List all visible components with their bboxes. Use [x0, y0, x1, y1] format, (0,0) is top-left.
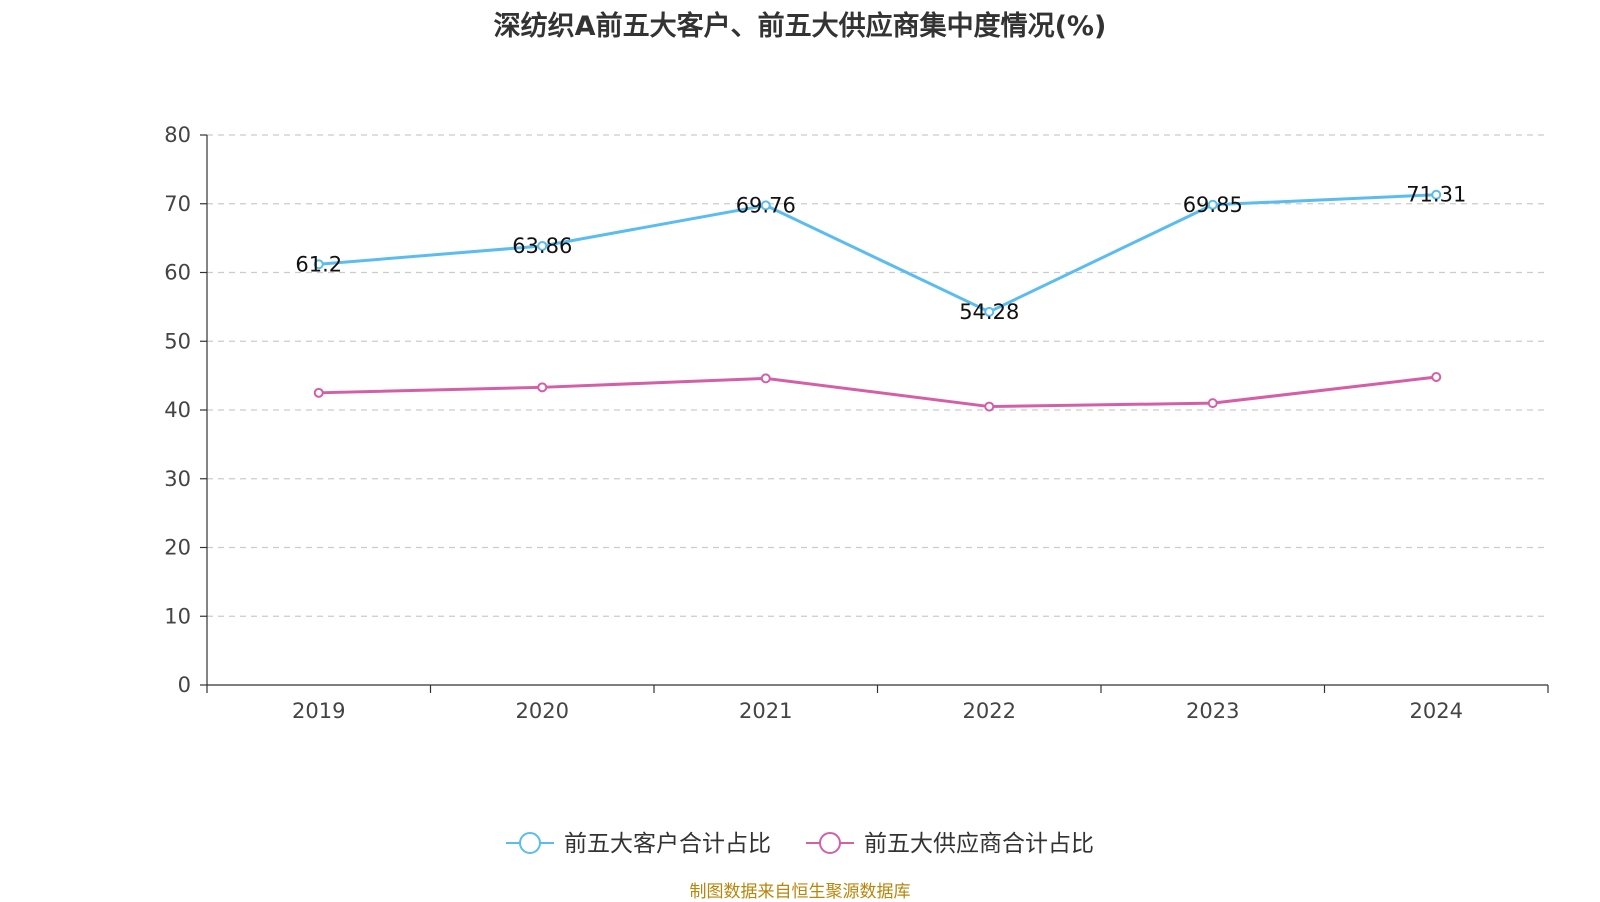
x-tick-label: 2020 [516, 699, 569, 723]
x-tick-label: 2019 [292, 699, 345, 723]
chart-title: 深纺织A前五大客户、前五大供应商集中度情况(%) [493, 11, 1107, 42]
data-point [1207, 199, 1218, 210]
legend-label: 前五大客户合计占比 [564, 831, 771, 857]
x-tick-label: 2024 [1410, 699, 1463, 723]
data-label: 61.2 [295, 252, 342, 276]
y-tick-label: 10 [164, 604, 191, 628]
data-point [984, 401, 995, 412]
y-tick-label: 30 [164, 467, 191, 491]
y-tick-label: 50 [164, 329, 191, 353]
legend[interactable]: 前五大客户合计占比 前五大供应商合计占比 [506, 831, 1094, 857]
data-point [760, 200, 771, 211]
data-point [313, 259, 324, 270]
data-label: 54.28 [959, 300, 1019, 324]
source-note: 制图数据来自恒生聚源数据库 [689, 882, 911, 902]
data-point [1431, 372, 1442, 382]
y-tick-label: 20 [164, 536, 191, 560]
data-label: 69.76 [736, 193, 796, 217]
legend-marker-icon [819, 832, 841, 854]
data-label: 63.86 [512, 234, 572, 258]
data-labels: 61.2 63.86 69.76 54.28 69.85 71.31 [295, 183, 1466, 324]
data-point [984, 306, 995, 317]
x-tick-label: 2022 [963, 699, 1016, 723]
y-tick-label: 80 [164, 123, 191, 147]
data-point [760, 373, 771, 384]
y-tick-label: 40 [164, 398, 191, 422]
series-line-2 [318, 375, 1437, 409]
y-tick-label: 60 [164, 261, 191, 285]
data-point [1431, 189, 1442, 200]
legend-item-1[interactable]: 前五大客户合计占比 [506, 831, 771, 857]
series-lines [313, 189, 1442, 412]
axes: 0 10 20 30 40 50 60 70 80 2019 2020 2021 2022 2023 202… [164, 123, 1549, 723]
legend-item-2[interactable]: 前五大供应商合计占比 [806, 831, 1094, 857]
y-tick-label: 0 [178, 673, 191, 697]
data-point [537, 240, 548, 251]
data-label: 69.85 [1183, 193, 1243, 217]
y-tick-label: 70 [164, 192, 191, 216]
x-tick-label: 2023 [1186, 699, 1239, 723]
data-point [313, 387, 324, 398]
series-line-1 [318, 193, 1437, 314]
data-label: 71.31 [1406, 183, 1466, 207]
x-tick-label: 2021 [739, 699, 792, 723]
data-point [1207, 398, 1218, 409]
data-point [537, 382, 548, 393]
grid-lines [207, 134, 1548, 617]
legend-label: 前五大供应商合计占比 [864, 831, 1094, 857]
legend-marker-icon [519, 832, 541, 854]
